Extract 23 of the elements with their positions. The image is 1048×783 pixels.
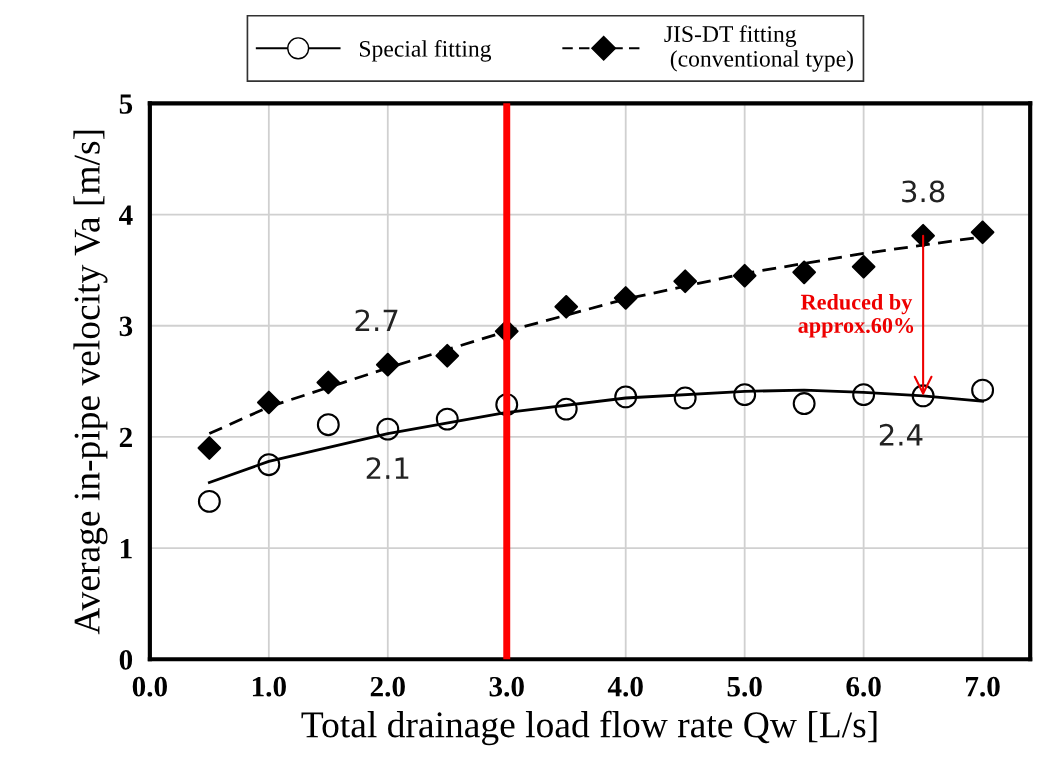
y-tick-label: 4 bbox=[119, 205, 133, 225]
x-tick-label: 4.0 bbox=[607, 676, 643, 697]
annotation: Reduced by approx.60% bbox=[798, 294, 914, 338]
y-tick-label: 3 bbox=[119, 316, 133, 337]
data-label: 2.4 bbox=[879, 423, 923, 446]
x-tick-label: 6.0 bbox=[846, 676, 881, 697]
x-axis-title: Total drainage load flow rate Qw [L/s] bbox=[301, 710, 877, 746]
data-label: 2.1 bbox=[366, 457, 409, 479]
legend-label: Special fitting bbox=[359, 39, 492, 62]
x-tick-label: 3.0 bbox=[489, 676, 524, 697]
x-tick-label: 0.0 bbox=[132, 676, 167, 697]
y-tick-label: 0 bbox=[119, 650, 133, 670]
y-tick-label: 1 bbox=[120, 538, 132, 559]
y-axis-title: Average in-pipe velocity Va [m/s] bbox=[73, 130, 108, 635]
x-tick-label: 1.0 bbox=[252, 676, 286, 697]
x-tick-label: 5.0 bbox=[727, 676, 762, 697]
data-label: 3.8 bbox=[902, 180, 945, 203]
y-tick-label: 2 bbox=[119, 427, 132, 448]
x-tick-label: 7.0 bbox=[966, 676, 1000, 697]
data-label: 2.7 bbox=[355, 309, 398, 332]
y-tick-label: 5 bbox=[119, 94, 133, 114]
x-tick-label: 2.0 bbox=[370, 676, 405, 697]
legend-label: JIS-DT fitting (conventional type) bbox=[664, 25, 853, 72]
